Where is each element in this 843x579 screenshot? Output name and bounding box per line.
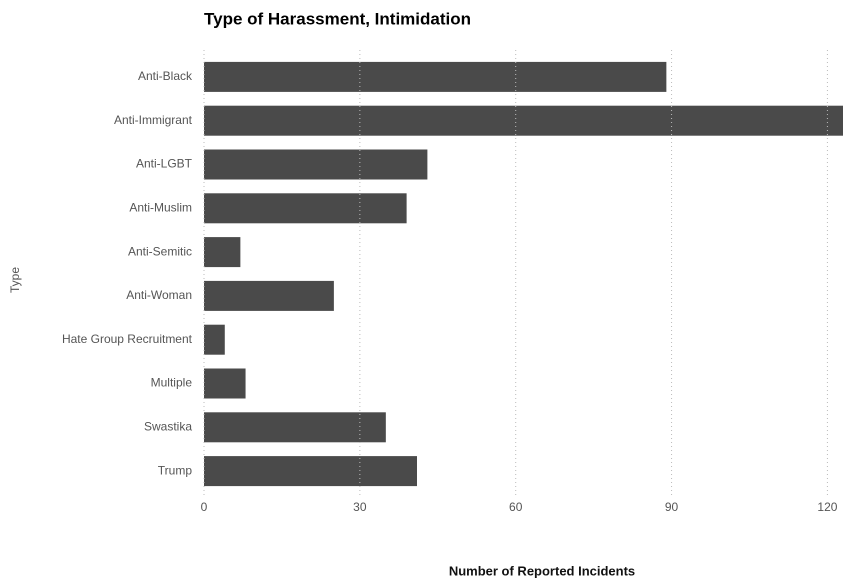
plot-area — [204, 61, 843, 487]
y-tick-label: Anti-Semitic — [128, 244, 192, 258]
y-tick-label: Anti-Muslim — [129, 200, 192, 214]
chart-title: Type of Harassment, Intimidation — [204, 9, 471, 28]
bar — [204, 193, 407, 224]
bar — [204, 280, 334, 311]
bar — [204, 149, 428, 180]
bar — [204, 412, 386, 443]
bar — [204, 456, 417, 487]
bar — [204, 368, 246, 399]
y-tick-label: Anti-Woman — [126, 288, 192, 302]
x-tick-label: 120 — [817, 500, 837, 514]
y-tick-label: Swastika — [144, 419, 192, 433]
x-tick-label: 0 — [201, 500, 208, 514]
x-tick-label: 60 — [509, 500, 523, 514]
y-tick-label: Anti-Black — [138, 69, 193, 83]
bar — [204, 324, 225, 355]
x-tick-label: 30 — [353, 500, 367, 514]
y-tick-label: Multiple — [151, 376, 193, 390]
y-axis-label: Type — [8, 267, 22, 293]
y-tick-label: Trump — [158, 463, 193, 477]
bar — [204, 105, 843, 136]
x-axis-label: Number of Reported Incidents — [449, 563, 635, 578]
y-tick-label: Anti-LGBT — [136, 157, 193, 171]
bar — [204, 237, 241, 268]
y-tick-label: Hate Group Recruitment — [62, 332, 193, 346]
bar — [204, 61, 667, 92]
y-tick-label: Anti-Immigrant — [114, 113, 193, 127]
x-tick-label: 90 — [665, 500, 679, 514]
